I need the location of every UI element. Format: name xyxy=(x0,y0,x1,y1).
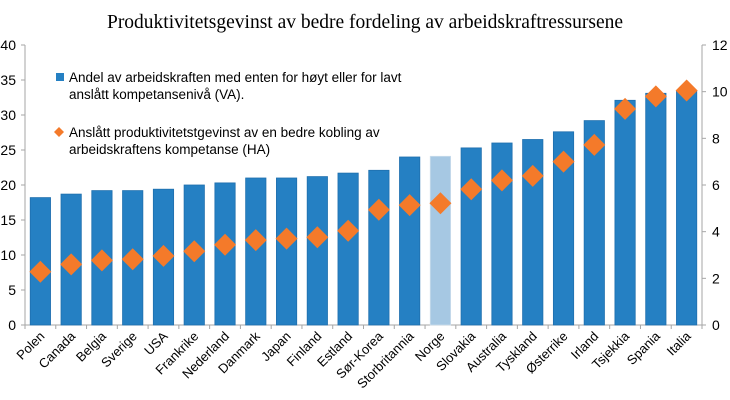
diamond-nederland xyxy=(214,233,237,256)
left-tick-label: 5 xyxy=(8,282,16,298)
bar-tyskland xyxy=(522,139,544,326)
left-tick-label: 30 xyxy=(0,107,16,123)
diamond-australia xyxy=(490,169,513,192)
legend: Andel av arbeidskraften med enten for hø… xyxy=(54,70,402,157)
diamond-slovakia xyxy=(460,178,483,201)
diamond-polen xyxy=(29,260,52,283)
left-tick-label: 20 xyxy=(0,177,16,193)
diamond-norge xyxy=(429,192,452,215)
diamond-finland xyxy=(306,226,329,249)
bar-sør-korea xyxy=(368,169,390,326)
category-label: Italia xyxy=(664,328,695,359)
right-tick-label: 4 xyxy=(712,224,720,240)
left-tick-label: 0 xyxy=(8,317,16,333)
bar-japan xyxy=(276,177,298,326)
diamond-danmark xyxy=(244,229,267,252)
diamond-tsjekkia xyxy=(614,97,637,120)
bar-tsjekkia xyxy=(614,99,636,326)
diamond-estland xyxy=(337,219,360,242)
diamond-østerrike xyxy=(552,150,575,173)
bar-storbritannia xyxy=(399,156,421,326)
legend-swatch-bars xyxy=(56,73,64,81)
chart-title: Produktivitetsgevinst av bedre fordeling… xyxy=(107,12,623,33)
legend-swatch-diamonds xyxy=(54,127,64,137)
diamond-sverige xyxy=(121,248,144,271)
left-tick-label: 40 xyxy=(0,37,16,53)
diamond-belgia xyxy=(90,249,113,272)
right-tick-label: 8 xyxy=(712,130,720,146)
legend-label-bars-line2: anslått kompetansenivå (VA). xyxy=(69,87,244,102)
diamond-spania xyxy=(644,85,667,108)
diamond-storbritannia xyxy=(398,194,421,217)
legend-label-bars-line1: Andel av arbeidskraften med enten for hø… xyxy=(69,70,402,85)
right-tick-label: 6 xyxy=(712,177,720,193)
left-tick-label: 10 xyxy=(0,247,16,263)
left-tick-label: 15 xyxy=(0,212,16,228)
right-tick-label: 12 xyxy=(712,37,728,53)
category-label: Spania xyxy=(624,328,664,368)
right-tick-label: 0 xyxy=(712,317,720,333)
diamond-usa xyxy=(152,244,175,267)
legend-label-diamonds-line2: arbeidskraftens kompetanse (HA) xyxy=(69,142,270,157)
bar-østerrike xyxy=(552,131,575,326)
bar-slovakia xyxy=(460,147,482,326)
right-tick-label: 2 xyxy=(712,270,720,286)
bar-australia xyxy=(491,142,513,326)
legend-label-diamonds-line1: Anslått produktivitetstgevinst av en bed… xyxy=(69,125,380,140)
diamond-japan xyxy=(275,227,298,250)
bar-finland xyxy=(306,176,328,326)
right-tick-label: 10 xyxy=(712,84,728,100)
diamond-tyskland xyxy=(521,164,544,187)
bar-irland xyxy=(583,120,605,326)
diamond-series xyxy=(29,79,698,283)
diamond-irland xyxy=(583,133,606,156)
bar-danmark xyxy=(245,177,267,326)
bar-italia xyxy=(676,90,698,326)
left-tick-label: 35 xyxy=(0,72,16,88)
left-tick-label: 25 xyxy=(0,142,16,158)
diamond-canada xyxy=(60,253,83,276)
bar-norge xyxy=(429,155,451,326)
diamond-sør-korea xyxy=(367,198,390,221)
diamond-frankrike xyxy=(183,240,206,263)
bar-spania xyxy=(645,92,667,326)
diamond-italia xyxy=(675,79,698,102)
bar-estland xyxy=(337,172,359,326)
